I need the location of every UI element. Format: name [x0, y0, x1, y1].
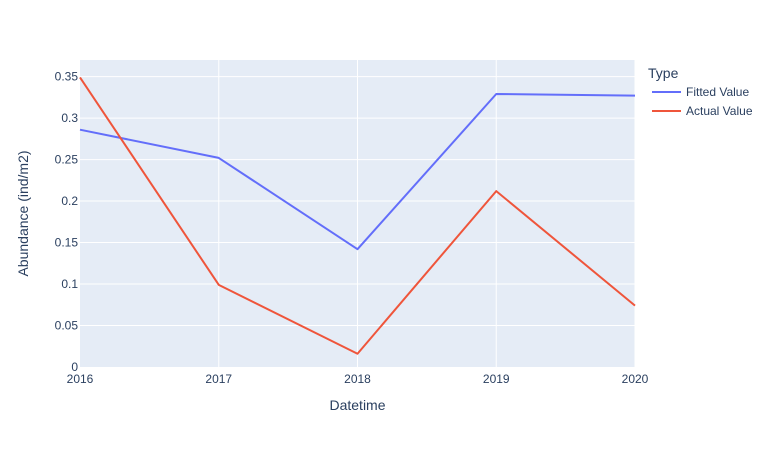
y-tick-label: 0.3	[61, 111, 78, 125]
x-tick-label: 2017	[205, 372, 232, 386]
y-tick-label: 0.15	[55, 236, 79, 250]
y-tick-label: 0.2	[61, 194, 78, 208]
y-tick-label: 0.05	[55, 319, 79, 333]
legend-label: Fitted Value	[686, 85, 749, 99]
y-axis-ticks: 0 0.05 0.1 0.15 0.2 0.25 0.3 0.35	[55, 70, 79, 374]
x-tick-label: 2018	[344, 372, 371, 386]
y-tick-label: 0	[71, 360, 78, 374]
legend-item-actual-value[interactable]: Actual Value	[652, 104, 753, 118]
x-tick-label: 2016	[67, 372, 94, 386]
legend-title: Type	[648, 65, 679, 81]
legend-item-fitted-value[interactable]: Fitted Value	[652, 85, 749, 99]
x-axis-ticks: 2016 2017 2018 2019 2020	[67, 372, 649, 386]
x-tick-label: 2019	[483, 372, 510, 386]
grid-lines	[80, 60, 636, 367]
y-tick-label: 0.1	[61, 277, 78, 291]
series-lines	[79, 76, 636, 355]
actual-value-line	[79, 76, 636, 355]
y-tick-label: 0.35	[55, 70, 79, 84]
legend-label: Actual Value	[686, 104, 753, 118]
x-axis-title: Datetime	[329, 397, 385, 413]
legend: Type Fitted Value Actual Value	[648, 65, 753, 118]
x-tick-label: 2020	[622, 372, 649, 386]
y-axis-title: Abundance (ind/m2)	[15, 150, 31, 276]
y-tick-label: 0.25	[55, 153, 79, 167]
fitted-value-line	[79, 93, 636, 251]
legend-items: Fitted Value Actual Value	[652, 85, 753, 118]
